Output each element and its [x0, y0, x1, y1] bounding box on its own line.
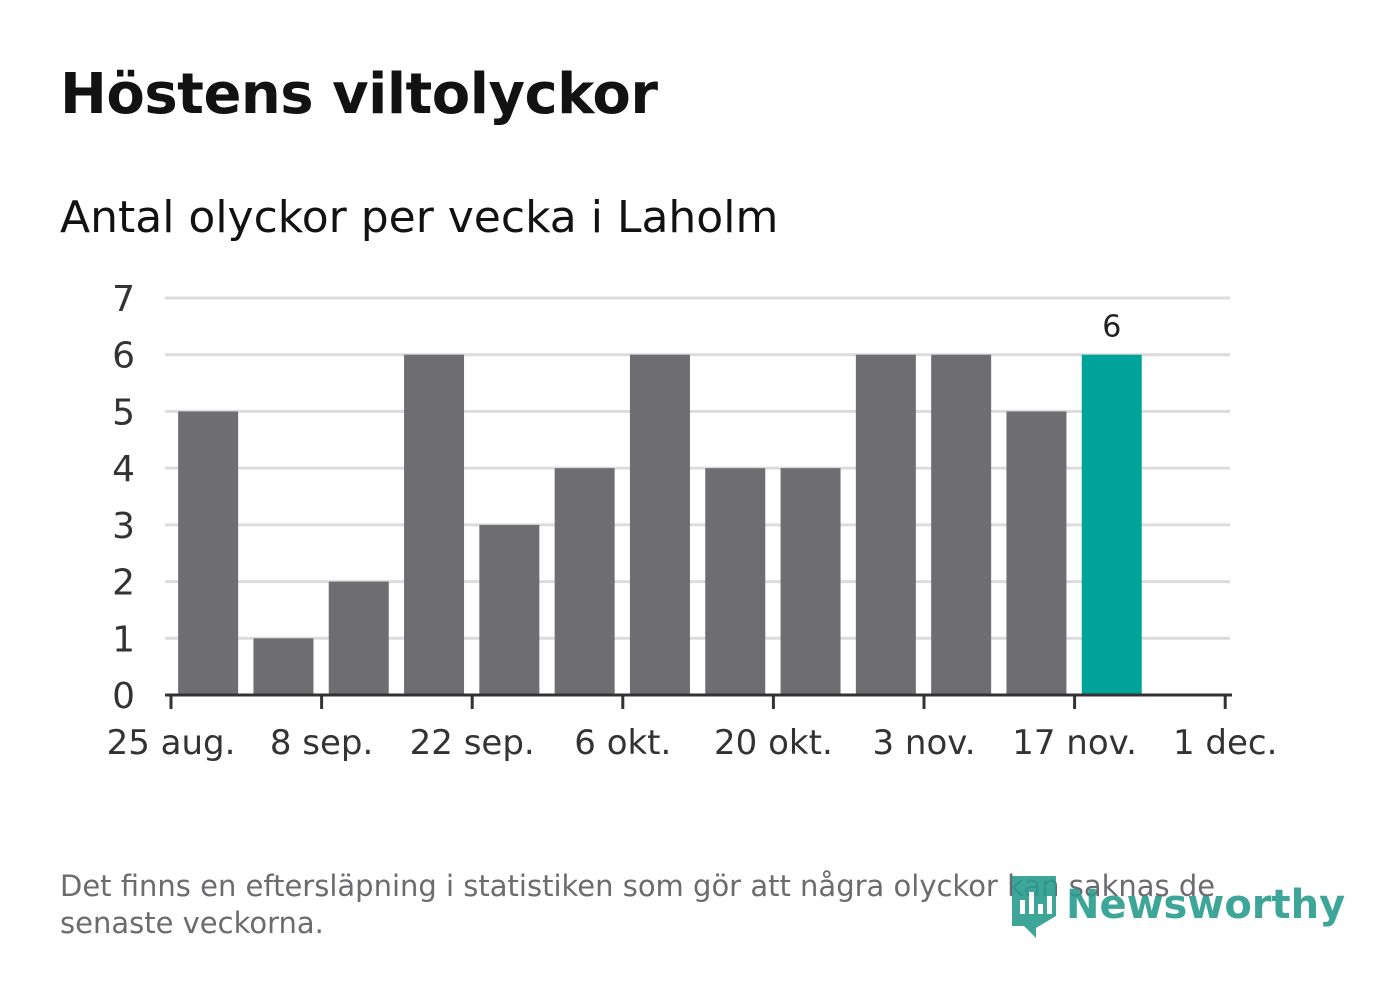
chart-subtitle: Antal olyckor per vecka i Laholm [60, 192, 779, 243]
y-tick-label: 0 [112, 676, 135, 717]
data-label: 6 [1102, 310, 1121, 345]
x-tick-label: 3 nov. [872, 723, 975, 763]
bar [554, 468, 615, 695]
brand-name: Newsworthy [1066, 882, 1346, 928]
newsworthy-logo-icon [1012, 876, 1056, 938]
bar [705, 468, 766, 695]
chart-title: Höstens viltolyckor [60, 62, 658, 127]
bar [178, 411, 239, 695]
y-tick-label: 2 [112, 563, 135, 604]
y-tick-label: 3 [112, 506, 135, 547]
bar [931, 354, 992, 695]
bar [404, 354, 465, 695]
bar [629, 354, 690, 695]
x-tick-label: 22 sep. [410, 723, 535, 763]
y-tick-label: 7 [112, 279, 135, 320]
bar [1081, 354, 1142, 695]
x-tick-label: 6 okt. [574, 723, 671, 763]
brand-logo: Newsworthy [1010, 870, 1345, 940]
x-tick-label: 17 nov. [1012, 723, 1137, 763]
y-tick-label: 6 [112, 336, 135, 377]
bar [780, 468, 841, 695]
bar [253, 638, 314, 695]
bar [479, 524, 540, 695]
x-tick-label: 8 sep. [270, 723, 373, 763]
bar [328, 581, 389, 695]
bar [1006, 411, 1067, 695]
y-tick-label: 1 [112, 619, 135, 660]
y-tick-label: 4 [112, 449, 135, 490]
x-tick-label: 25 aug. [107, 723, 236, 763]
x-tick-label: 1 dec. [1173, 723, 1277, 763]
y-tick-label: 5 [112, 392, 135, 433]
bar [855, 354, 916, 695]
x-tick-label: 20 okt. [714, 723, 833, 763]
